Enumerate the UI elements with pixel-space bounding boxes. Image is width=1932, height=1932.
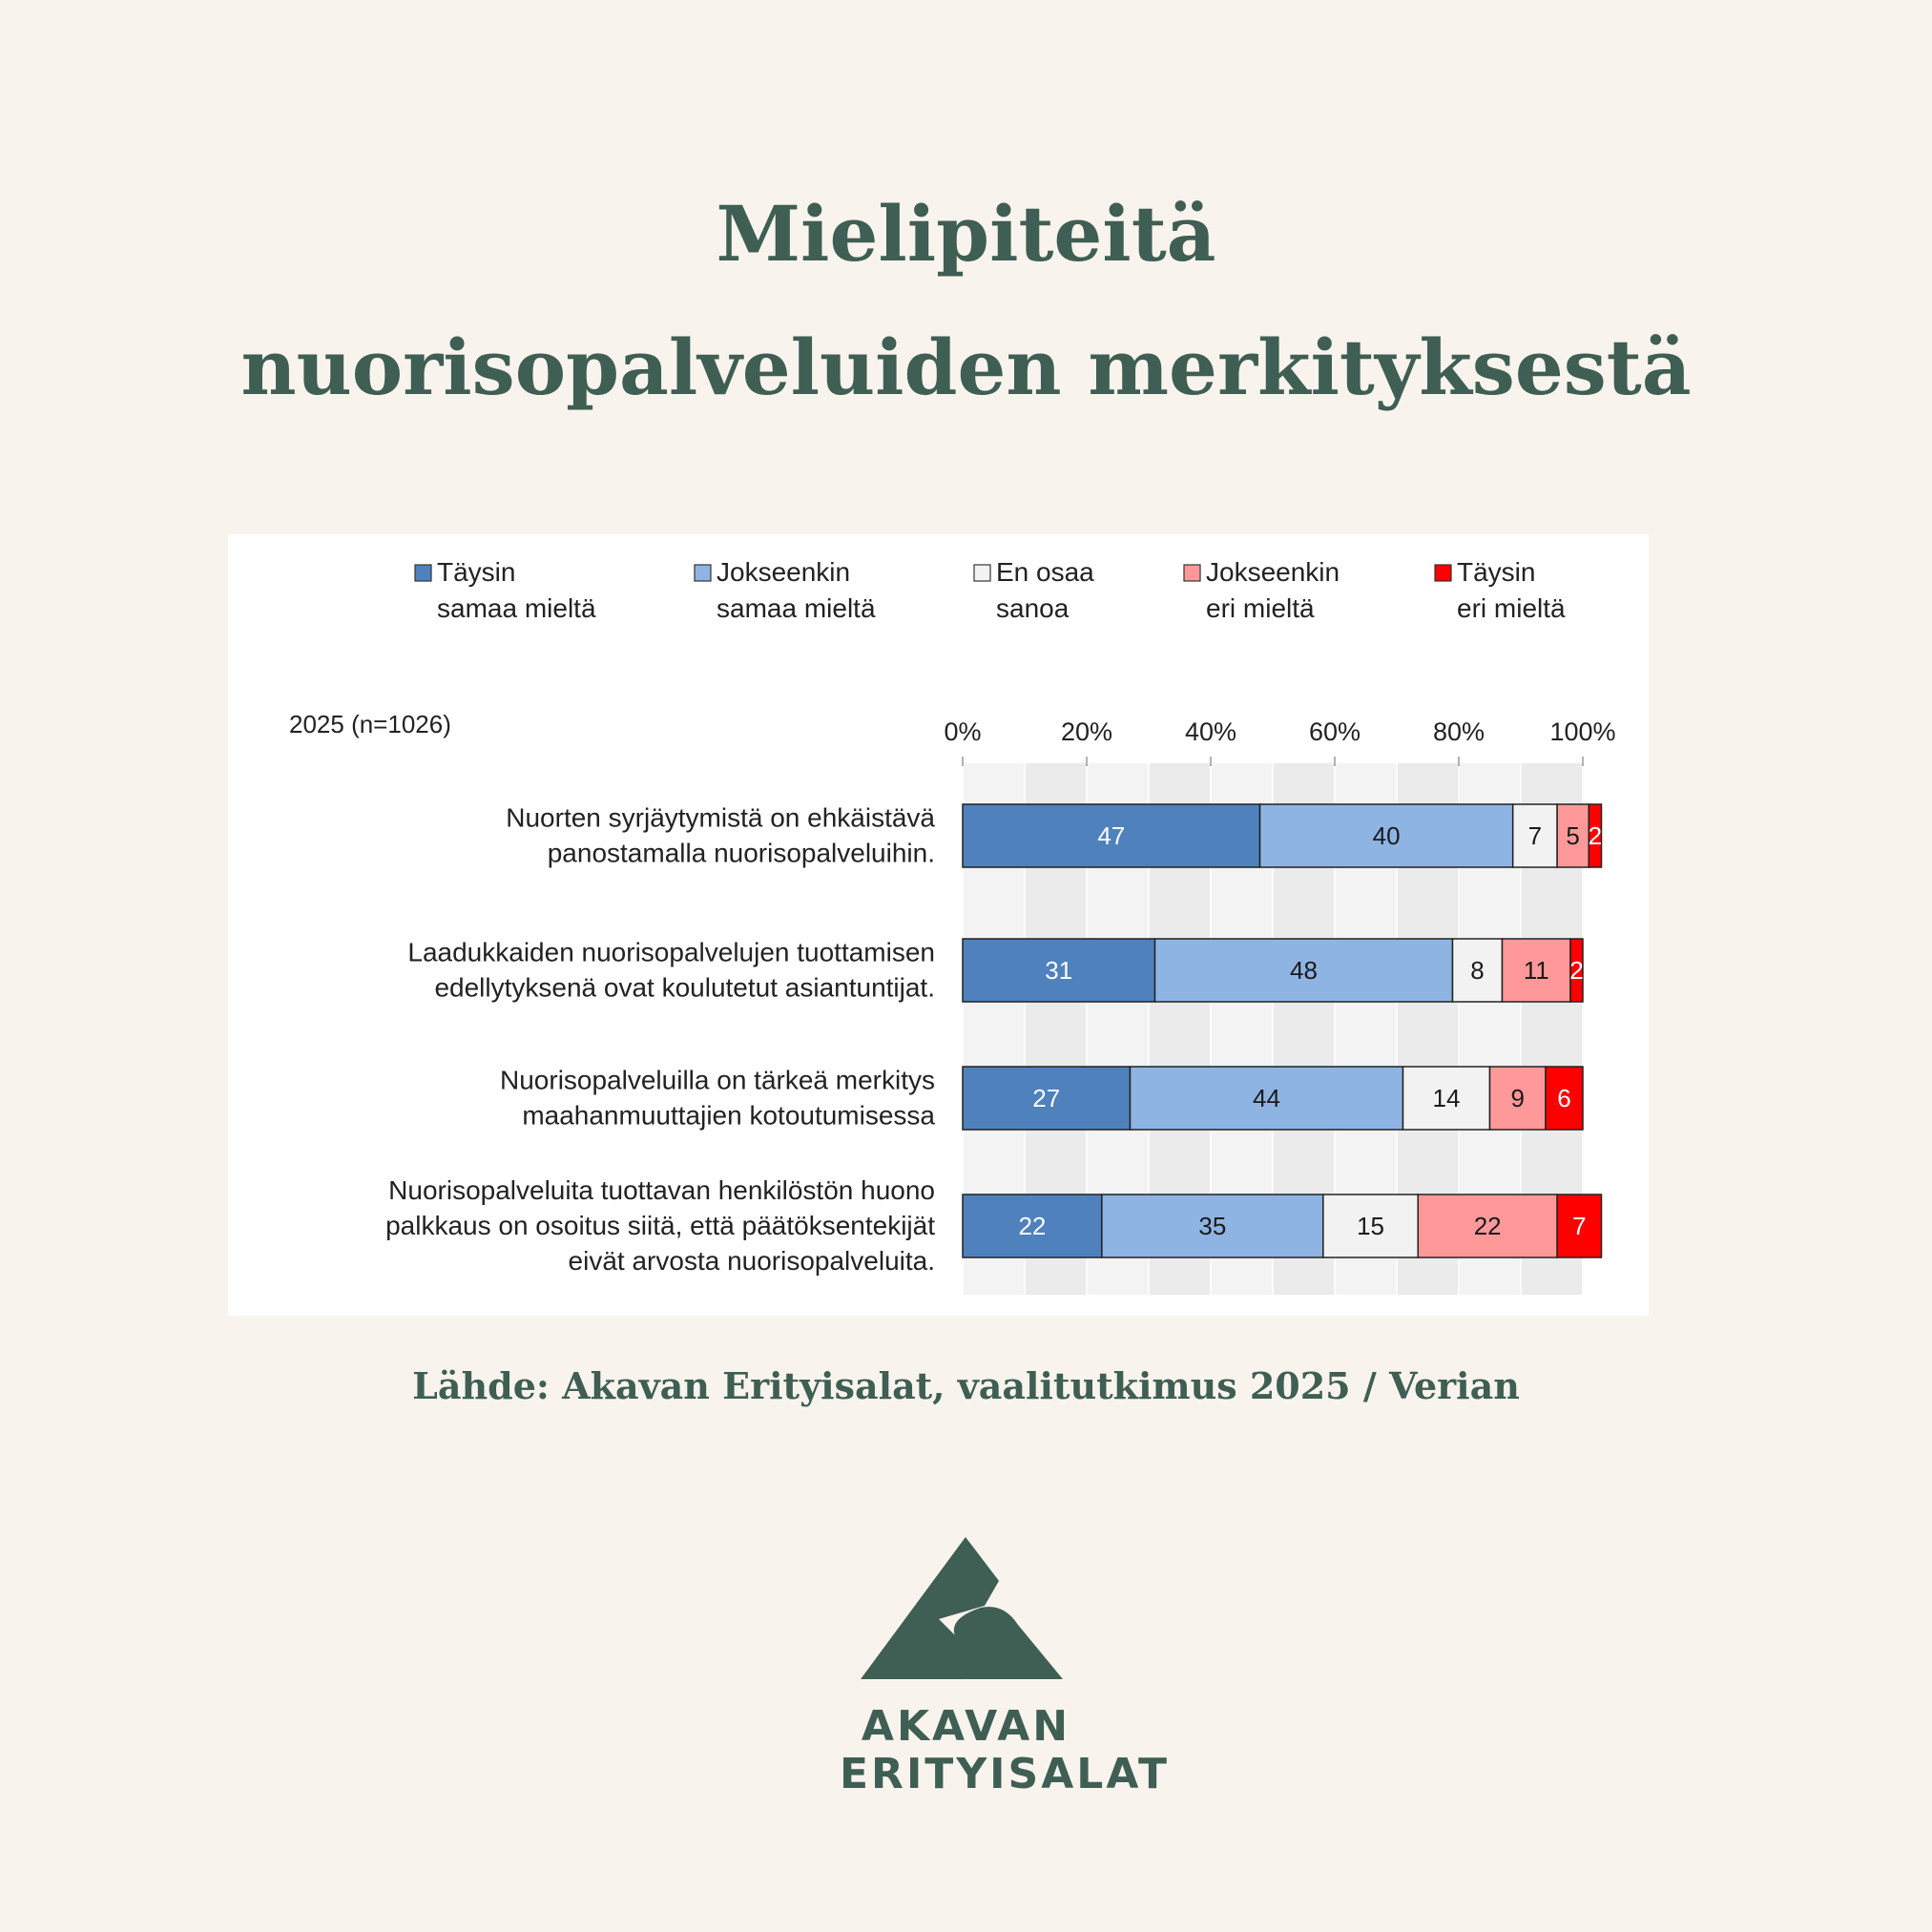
bar-segment	[962, 1066, 1132, 1131]
legend-item: Täysin samaa mieltä	[414, 557, 596, 623]
bar-segment	[962, 938, 1156, 1003]
legend-label: eri mieltä	[1206, 593, 1315, 623]
bar-segment	[962, 1194, 1103, 1258]
data-label: 6	[1557, 1084, 1570, 1112]
data-label: 7	[1572, 1212, 1586, 1240]
bar-segment	[1451, 938, 1504, 1003]
bar-segment	[1545, 1066, 1584, 1131]
data-label: 8	[1470, 956, 1484, 985]
data-label: 22	[1018, 1212, 1046, 1240]
bar-segment	[1417, 1194, 1558, 1258]
legend-swatch	[1434, 564, 1452, 582]
data-label: 47	[1097, 821, 1125, 850]
bar-segment	[1153, 938, 1454, 1003]
bar-segment	[1588, 803, 1603, 868]
source-note: Lähde: Akavan Erityisalat, vaalitutkimus…	[412, 1364, 1520, 1407]
akavan-erityisalat-logo: AKAVAN ERITYISALAT	[840, 1531, 1170, 1798]
bar-segment	[1101, 1194, 1324, 1258]
page-title-line1: Mielipiteitä	[716, 189, 1216, 279]
bar-segment	[1488, 1066, 1547, 1131]
bar-segment	[1569, 938, 1584, 1003]
category-label: palkkaus on osoitus siitä, että päätökse…	[385, 1211, 935, 1240]
category-label: panostamalla nuorisopalveluihin.	[548, 839, 935, 868]
legend-item: Jokseenkin eri mieltä	[1183, 557, 1340, 623]
data-label: 27	[1032, 1084, 1060, 1112]
data-label: 44	[1253, 1084, 1280, 1112]
data-label: 5	[1566, 821, 1579, 850]
category-label: maahanmuuttajien kotoutumisessa	[522, 1101, 935, 1131]
bar-segment	[1402, 1066, 1491, 1131]
legend-swatch	[414, 564, 432, 582]
category-label: eivät arvosta nuorisopalveluita.	[569, 1246, 935, 1276]
bar-segment	[1556, 1194, 1603, 1258]
logo-line1: AKAVAN	[861, 1702, 1071, 1751]
logo-wordmark: AKAVAN ERITYISALAT	[840, 1702, 1170, 1798]
legend-label: Jokseenkin	[1206, 557, 1340, 587]
data-label: 35	[1198, 1212, 1226, 1240]
bar-segment	[1501, 938, 1571, 1003]
bar-segment	[1511, 803, 1558, 868]
x-tick-label: 80%	[1433, 717, 1485, 746]
legend-label: Täysin	[437, 557, 515, 587]
chart-panel: 0% 20% 40% 60% 80% 100% 2025 (n=1026) Täysin sam…	[228, 534, 1649, 1316]
bar-segment	[1556, 803, 1589, 868]
data-label: 7	[1528, 821, 1542, 850]
category-label: Nuorten syrjäytymistä on ehkäistävä	[506, 803, 935, 833]
legend-label: samaa mieltä	[717, 593, 876, 623]
bar-segment	[1322, 1194, 1420, 1258]
category-label: Laadukkaiden nuorisopalvelujen tuottamis…	[407, 938, 935, 967]
x-tick-label: 60%	[1309, 717, 1361, 746]
data-label: 22	[1474, 1212, 1502, 1240]
legend-label: En osaa	[996, 557, 1094, 587]
legend-item: Jokseenkin samaa mieltä	[694, 557, 876, 623]
data-label: 31	[1045, 956, 1072, 985]
x-tick-label: 20%	[1061, 717, 1112, 746]
logo-mark-icon	[861, 1537, 1063, 1679]
data-label: 14	[1433, 1084, 1461, 1112]
legend-swatch	[1183, 564, 1201, 582]
data-label: 48	[1290, 956, 1318, 985]
legend-swatch	[973, 564, 991, 582]
legend-label: Täysin	[1457, 557, 1535, 587]
legend-item: Täysin eri mieltä	[1434, 557, 1566, 623]
legend-item: En osaa sanoa	[973, 557, 1094, 623]
x-tick-label: 40%	[1185, 717, 1236, 746]
legend-label: Jokseenkin	[717, 557, 850, 587]
legend-label: eri mieltä	[1457, 593, 1566, 623]
page-title-line2: nuorisopalveluiden merkityksestä	[240, 322, 1692, 412]
data-label: 2	[1569, 956, 1583, 985]
page-title: Mielipiteitä nuorisopalveluiden merkityk…	[0, 167, 1932, 434]
data-label: 9	[1511, 1084, 1525, 1112]
data-label: 40	[1373, 821, 1401, 850]
x-tick-label: 0%	[944, 717, 981, 746]
legend-label: sanoa	[996, 593, 1070, 623]
data-label: 2	[1589, 821, 1602, 850]
logo-line2: ERITYISALAT	[840, 1750, 1170, 1798]
category-label: Nuorisopalveluita tuottavan henkilöstön …	[388, 1175, 935, 1205]
legend-swatch	[694, 564, 712, 582]
bar-segment	[1258, 803, 1514, 868]
legend-label: samaa mieltä	[437, 593, 596, 623]
stacked-bar-chart: 0% 20% 40% 60% 80% 100% 2025 (n=1026) Täysin sam…	[289, 557, 1616, 1295]
category-label: edellytyksenä ovat koulutetut asiantunti…	[434, 973, 935, 1003]
data-label: 15	[1357, 1212, 1384, 1240]
sample-size-label: 2025 (n=1026)	[289, 710, 451, 738]
x-tick-label: 100%	[1549, 717, 1615, 746]
data-label: 11	[1524, 956, 1549, 985]
category-label: Nuorisopalveluilla on tärkeä merkitys	[500, 1066, 935, 1095]
